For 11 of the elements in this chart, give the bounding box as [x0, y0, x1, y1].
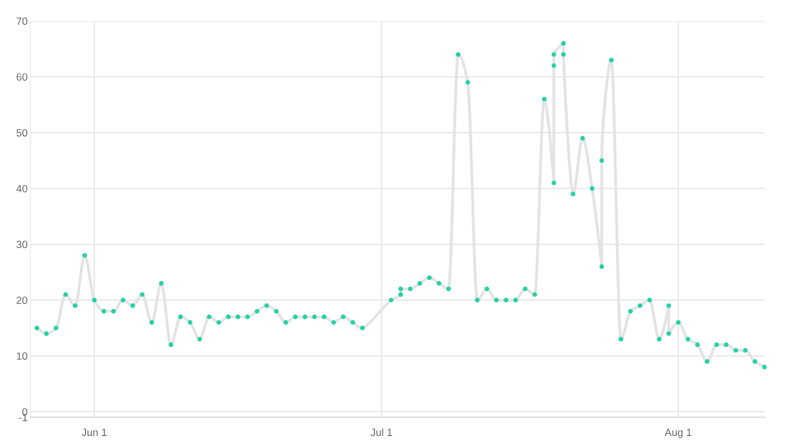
y-tick-label: 50 — [16, 129, 28, 137]
y-tick-label: 40 — [16, 184, 28, 192]
y-tick-label: 0 — [22, 408, 28, 416]
x-tick-label: Jul 1 — [370, 428, 392, 436]
x-tick-label: Jun 1 — [82, 428, 107, 436]
y-tick-label: 20 — [16, 296, 28, 304]
y-tick-label: 30 — [16, 240, 28, 248]
y-tick-label: 10 — [16, 352, 28, 360]
y-tick-label: 70 — [16, 18, 28, 25]
y-tick-label: 60 — [16, 73, 28, 81]
x-tick-label: Aug 1 — [664, 428, 692, 438]
